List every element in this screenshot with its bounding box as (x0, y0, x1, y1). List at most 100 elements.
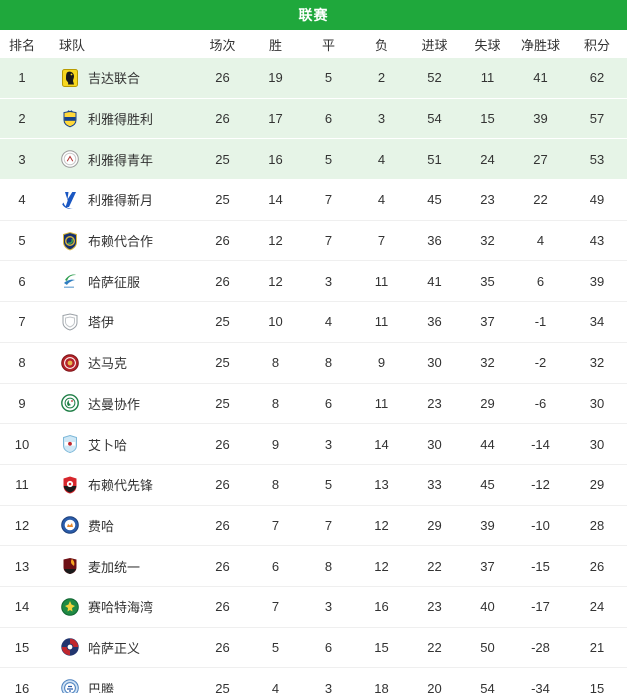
rank-cell: 10 (0, 423, 44, 465)
rank-cell: 7 (0, 301, 44, 343)
team-name: 布赖代先锋 (88, 478, 154, 494)
goal-diff-cell: 27 (514, 138, 567, 181)
table-row[interactable]: 7 塔伊 25 10 4 11 36 37 -1 34 (0, 301, 627, 343)
losses-cell: 3 (355, 98, 408, 140)
team-logo-al-fateh-badge (60, 271, 80, 291)
played-cell: 26 (196, 98, 249, 140)
goal-diff-cell: 39 (514, 98, 567, 140)
goal-diff-cell: -15 (514, 545, 567, 587)
league-title: 联赛 (298, 7, 329, 23)
team-name: 哈萨正义 (88, 640, 141, 656)
goals-against-cell: 15 (461, 98, 514, 140)
team-logo-al-raed-badge (60, 475, 80, 495)
table-row[interactable]: 8 达马克 25 8 8 9 30 32 -2 32 (0, 342, 627, 384)
col-header-points: 积分 (583, 37, 610, 53)
draws-cell: 7 (302, 505, 355, 547)
table-row[interactable]: 9 达曼协作 25 8 6 11 23 29 -6 30 (0, 383, 627, 425)
losses-cell: 11 (355, 260, 408, 303)
team-cell: 达马克 (44, 342, 196, 384)
team-cell: 利雅得青年 (44, 138, 196, 181)
points-cell: 62 (567, 58, 627, 99)
wins-cell: 4 (249, 667, 302, 693)
table-row[interactable]: 12 费哈 26 7 7 12 29 39 -10 28 (0, 505, 627, 547)
points-cell: 39 (567, 260, 627, 303)
table-row[interactable]: 5 布赖代合作 26 12 7 7 36 32 4 43 (0, 220, 627, 262)
rank-cell: 14 (0, 586, 44, 628)
rank-cell: 11 (0, 464, 44, 506)
team-name: 塔伊 (88, 315, 115, 331)
team-name: 达曼协作 (88, 396, 141, 412)
team-name: 利雅得胜利 (88, 112, 154, 128)
table-row[interactable]: 14 赛哈特海湾 26 7 3 16 23 40 -17 24 (0, 586, 627, 628)
losses-cell: 11 (355, 301, 408, 343)
goal-diff-cell: -14 (514, 423, 567, 465)
wins-cell: 19 (249, 58, 302, 99)
draws-cell: 3 (302, 423, 355, 465)
draws-cell: 7 (302, 179, 355, 221)
column-header-row: 排名 球队 场次 胜 平 负 进球 失球 净胜球 积分 (0, 30, 627, 58)
goal-diff-cell: 41 (514, 58, 567, 99)
draws-cell: 5 (302, 58, 355, 99)
table-row[interactable]: 13 麦加统一 26 6 8 12 22 37 -15 26 (0, 545, 627, 587)
losses-cell: 16 (355, 586, 408, 628)
team-cell: 达曼协作 (44, 383, 196, 425)
team-name: 赛哈特海湾 (88, 600, 154, 616)
table-row[interactable]: 1 吉达联合 26 19 5 2 52 11 41 62 (0, 58, 627, 99)
losses-cell: 18 (355, 667, 408, 693)
team-name: 费哈 (88, 518, 115, 534)
team-cell: 利雅得新月 (44, 179, 196, 221)
team-cell: 哈萨征服 (44, 260, 196, 303)
team-name: 布赖代合作 (88, 234, 154, 250)
draws-cell: 8 (302, 545, 355, 587)
team-logo-al-taawoun-badge (60, 231, 80, 251)
table-row[interactable]: 10 艾卜哈 26 9 3 14 30 44 -14 30 (0, 423, 627, 465)
wins-cell: 8 (249, 464, 302, 506)
goals-against-cell: 37 (461, 545, 514, 587)
played-cell: 25 (196, 667, 249, 693)
wins-cell: 9 (249, 423, 302, 465)
points-cell: 30 (567, 383, 627, 425)
table-row[interactable]: 4 利雅得新月 25 14 7 4 45 23 22 49 (0, 179, 627, 221)
table-row[interactable]: 2 利雅得胜利 26 17 6 3 54 15 39 57 (0, 98, 627, 140)
table-row[interactable]: 3 利雅得青年 25 16 5 4 51 24 27 53 (0, 138, 627, 181)
team-name: 吉达联合 (88, 71, 141, 87)
losses-cell: 12 (355, 545, 408, 587)
played-cell: 26 (196, 58, 249, 99)
played-cell: 25 (196, 138, 249, 181)
goal-diff-cell: -1 (514, 301, 567, 343)
goals-for-cell: 36 (408, 220, 461, 262)
points-cell: 24 (567, 586, 627, 628)
rank-cell: 2 (0, 98, 44, 140)
team-cell: 赛哈特海湾 (44, 586, 196, 628)
goals-for-cell: 36 (408, 301, 461, 343)
table-row[interactable]: 11 布赖代先锋 26 8 5 13 33 45 -12 29 (0, 464, 627, 506)
wins-cell: 12 (249, 220, 302, 262)
goals-against-cell: 54 (461, 667, 514, 693)
team-name: 巴腾 (88, 681, 115, 693)
points-cell: 15 (567, 667, 627, 693)
goal-diff-cell: 22 (514, 179, 567, 221)
team-cell: 艾卜哈 (44, 423, 196, 465)
goals-for-cell: 29 (408, 505, 461, 547)
losses-cell: 12 (355, 505, 408, 547)
goals-against-cell: 45 (461, 464, 514, 506)
team-cell: 吉达联合 (44, 58, 196, 99)
rank-cell: 5 (0, 220, 44, 262)
goals-against-cell: 40 (461, 586, 514, 628)
points-cell: 53 (567, 138, 627, 181)
goals-for-cell: 30 (408, 423, 461, 465)
table-row[interactable]: 16 巴腾 25 4 3 18 20 54 -34 15 (0, 667, 627, 693)
col-header-rank: 排名 (8, 37, 35, 53)
wins-cell: 17 (249, 98, 302, 140)
rank-cell: 6 (0, 260, 44, 303)
table-row[interactable]: 15 哈萨正义 26 5 6 15 22 50 -28 21 (0, 627, 627, 669)
table-row[interactable]: 6 哈萨征服 26 12 3 11 41 35 6 39 (0, 260, 627, 303)
team-cell: 利雅得胜利 (44, 98, 196, 140)
draws-cell: 3 (302, 260, 355, 303)
team-name: 哈萨征服 (88, 274, 141, 290)
goal-diff-cell: -2 (514, 342, 567, 384)
losses-cell: 2 (355, 58, 408, 99)
col-header-draws: 平 (321, 37, 335, 53)
wins-cell: 12 (249, 260, 302, 303)
